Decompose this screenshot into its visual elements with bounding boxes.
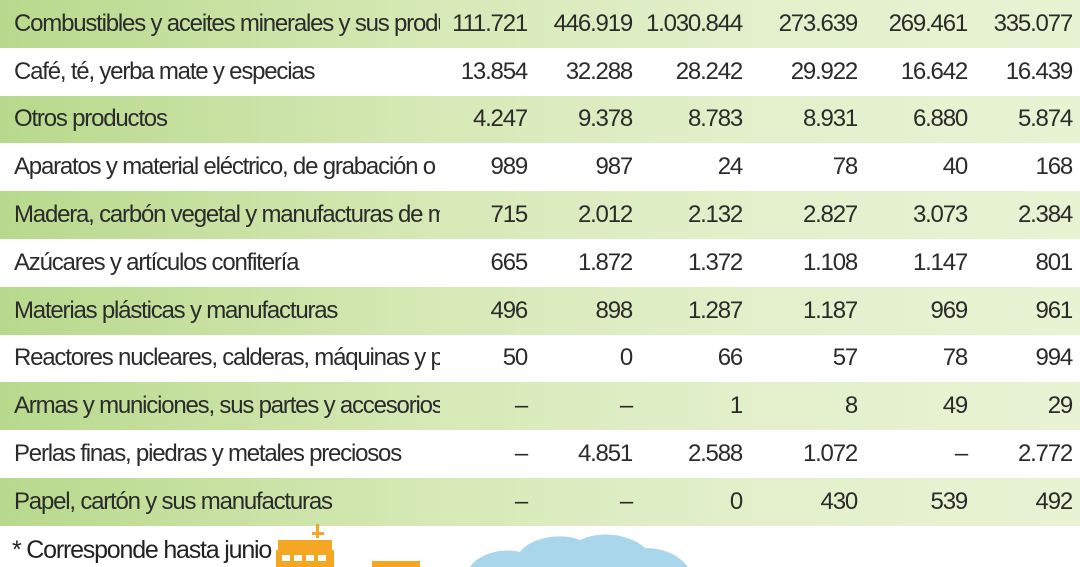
row-value: 987 bbox=[595, 153, 634, 181]
row-value: 801 bbox=[1035, 248, 1074, 276]
row-value: 2.827 bbox=[802, 201, 858, 229]
table-row: Aparatos y material eléctrico, de grabac… bbox=[0, 143, 1080, 192]
row-value: 989 bbox=[490, 153, 529, 181]
row-value: 2.588 bbox=[687, 440, 743, 468]
row-value: 57 bbox=[832, 344, 858, 372]
row-label: Reactores nucleares, calderas, máquinas … bbox=[14, 344, 440, 372]
row-value: 66 bbox=[717, 344, 743, 372]
row-value: 994 bbox=[1035, 344, 1074, 372]
row-value: 2.384 bbox=[1017, 201, 1073, 229]
row-value: 1.872 bbox=[577, 248, 633, 276]
row-value: 2.772 bbox=[1017, 440, 1073, 468]
row-value: 1.372 bbox=[687, 248, 743, 276]
table-row: Perlas finas, piedras y metales precioso… bbox=[0, 430, 1080, 478]
table-row: Café, té, yerba mate y especias 13.854 32.… bbox=[0, 47, 1080, 96]
row-value: 8 bbox=[844, 392, 858, 420]
row-value: 1.030.844 bbox=[646, 9, 743, 37]
row-value: 16.642 bbox=[900, 57, 968, 85]
row-value: 1.108 bbox=[802, 248, 858, 276]
footer-illustration bbox=[276, 524, 688, 567]
table-row: Materias plásticas y manufacturas 496 898 1… bbox=[0, 286, 1080, 335]
row-value: 2.132 bbox=[687, 201, 743, 229]
row-value: 8.931 bbox=[802, 105, 858, 133]
row-value: 1.147 bbox=[912, 248, 968, 276]
row-value: 78 bbox=[832, 153, 858, 181]
cloud-icon bbox=[470, 534, 688, 567]
row-value: 1.287 bbox=[687, 296, 743, 324]
footnote: * Corresponde hasta junio bbox=[12, 536, 272, 564]
row-value: 3.073 bbox=[912, 201, 968, 229]
row-value: – bbox=[514, 487, 528, 515]
row-value: 24 bbox=[717, 153, 743, 181]
products-table-body: Combustibles y aceites minerales y sus p… bbox=[0, 0, 1080, 526]
row-value: – bbox=[514, 392, 528, 420]
table-row: Azúcares y artículos confitería 665 1.872 1… bbox=[0, 238, 1080, 287]
row-value: 961 bbox=[1035, 296, 1074, 324]
row-value: 665 bbox=[490, 248, 529, 276]
row-value: 50 bbox=[502, 344, 528, 372]
row-value: 446.919 bbox=[553, 9, 634, 37]
row-value: 715 bbox=[490, 201, 529, 229]
row-label: Perlas finas, piedras y metales precioso… bbox=[14, 440, 402, 468]
row-label: Otros productos bbox=[14, 105, 168, 133]
row-value: 4.247 bbox=[472, 105, 528, 133]
row-value: 6.880 bbox=[912, 105, 968, 133]
row-value: 335.077 bbox=[993, 9, 1074, 37]
row-label: Papel, cartón y sus manufacturas bbox=[14, 487, 333, 515]
row-value: 539 bbox=[930, 487, 969, 515]
row-value: 2.012 bbox=[577, 201, 633, 229]
row-value: 0 bbox=[619, 344, 633, 372]
row-value: 898 bbox=[595, 296, 634, 324]
row-value: 496 bbox=[490, 296, 529, 324]
row-value: 273.639 bbox=[778, 9, 859, 37]
row-value: 78 bbox=[942, 344, 968, 372]
row-value: 4.851 bbox=[577, 440, 633, 468]
row-value: 28.242 bbox=[675, 57, 743, 85]
table-row: Armas y municiones, sus partes y accesor… bbox=[0, 382, 1080, 431]
row-label: Madera, carbón vegetal y manufacturas de… bbox=[14, 201, 440, 229]
row-value: 29.922 bbox=[790, 57, 858, 85]
row-value: 5.874 bbox=[1017, 105, 1073, 133]
row-value: 0 bbox=[729, 487, 743, 515]
row-value: 32.288 bbox=[565, 57, 633, 85]
row-value: – bbox=[514, 440, 528, 468]
row-value: 168 bbox=[1035, 153, 1074, 181]
products-table: Combustibles y aceites minerales y sus p… bbox=[0, 0, 1080, 526]
table-row: Combustibles y aceites minerales y sus p… bbox=[0, 0, 1080, 48]
row-value: 1.187 bbox=[802, 296, 858, 324]
table-row: Madera, carbón vegetal y manufacturas de… bbox=[0, 191, 1080, 239]
table-row: Reactores nucleares, calderas, máquinas … bbox=[0, 334, 1080, 383]
row-value: 13.854 bbox=[460, 57, 528, 85]
row-label: Azúcares y artículos confitería bbox=[14, 248, 299, 276]
factory-icon bbox=[276, 524, 420, 567]
row-value: 40 bbox=[942, 153, 968, 181]
table-row: Papel, cartón y sus manufacturas – – 0 430 53… bbox=[0, 477, 1080, 526]
row-value: 16.439 bbox=[1005, 57, 1073, 85]
row-value: 430 bbox=[820, 487, 859, 515]
row-label: Armas y municiones, sus partes y accesor… bbox=[14, 392, 440, 420]
table-row: Otros productos 4.247 9.378 8.783 8.931 6.880… bbox=[0, 95, 1080, 144]
row-value: 49 bbox=[942, 392, 968, 420]
row-label: Combustibles y aceites minerales y sus p… bbox=[14, 9, 440, 37]
row-label: Materias plásticas y manufacturas bbox=[14, 296, 338, 324]
row-value: 1.072 bbox=[802, 440, 858, 468]
row-value: 29 bbox=[1047, 392, 1073, 420]
row-value: 9.378 bbox=[577, 105, 633, 133]
row-label: Café, té, yerba mate y especias bbox=[14, 57, 316, 85]
row-value: – bbox=[619, 487, 633, 515]
row-value: 111.721 bbox=[452, 9, 528, 37]
row-value: – bbox=[619, 392, 633, 420]
row-value: 269.461 bbox=[888, 9, 969, 37]
row-value: 1 bbox=[729, 392, 743, 420]
row-label: Aparatos y material eléctrico, de grabac… bbox=[14, 153, 440, 181]
row-value: – bbox=[954, 440, 968, 468]
row-value: 492 bbox=[1035, 487, 1074, 515]
row-value: 8.783 bbox=[687, 105, 743, 133]
row-value: 969 bbox=[930, 296, 969, 324]
